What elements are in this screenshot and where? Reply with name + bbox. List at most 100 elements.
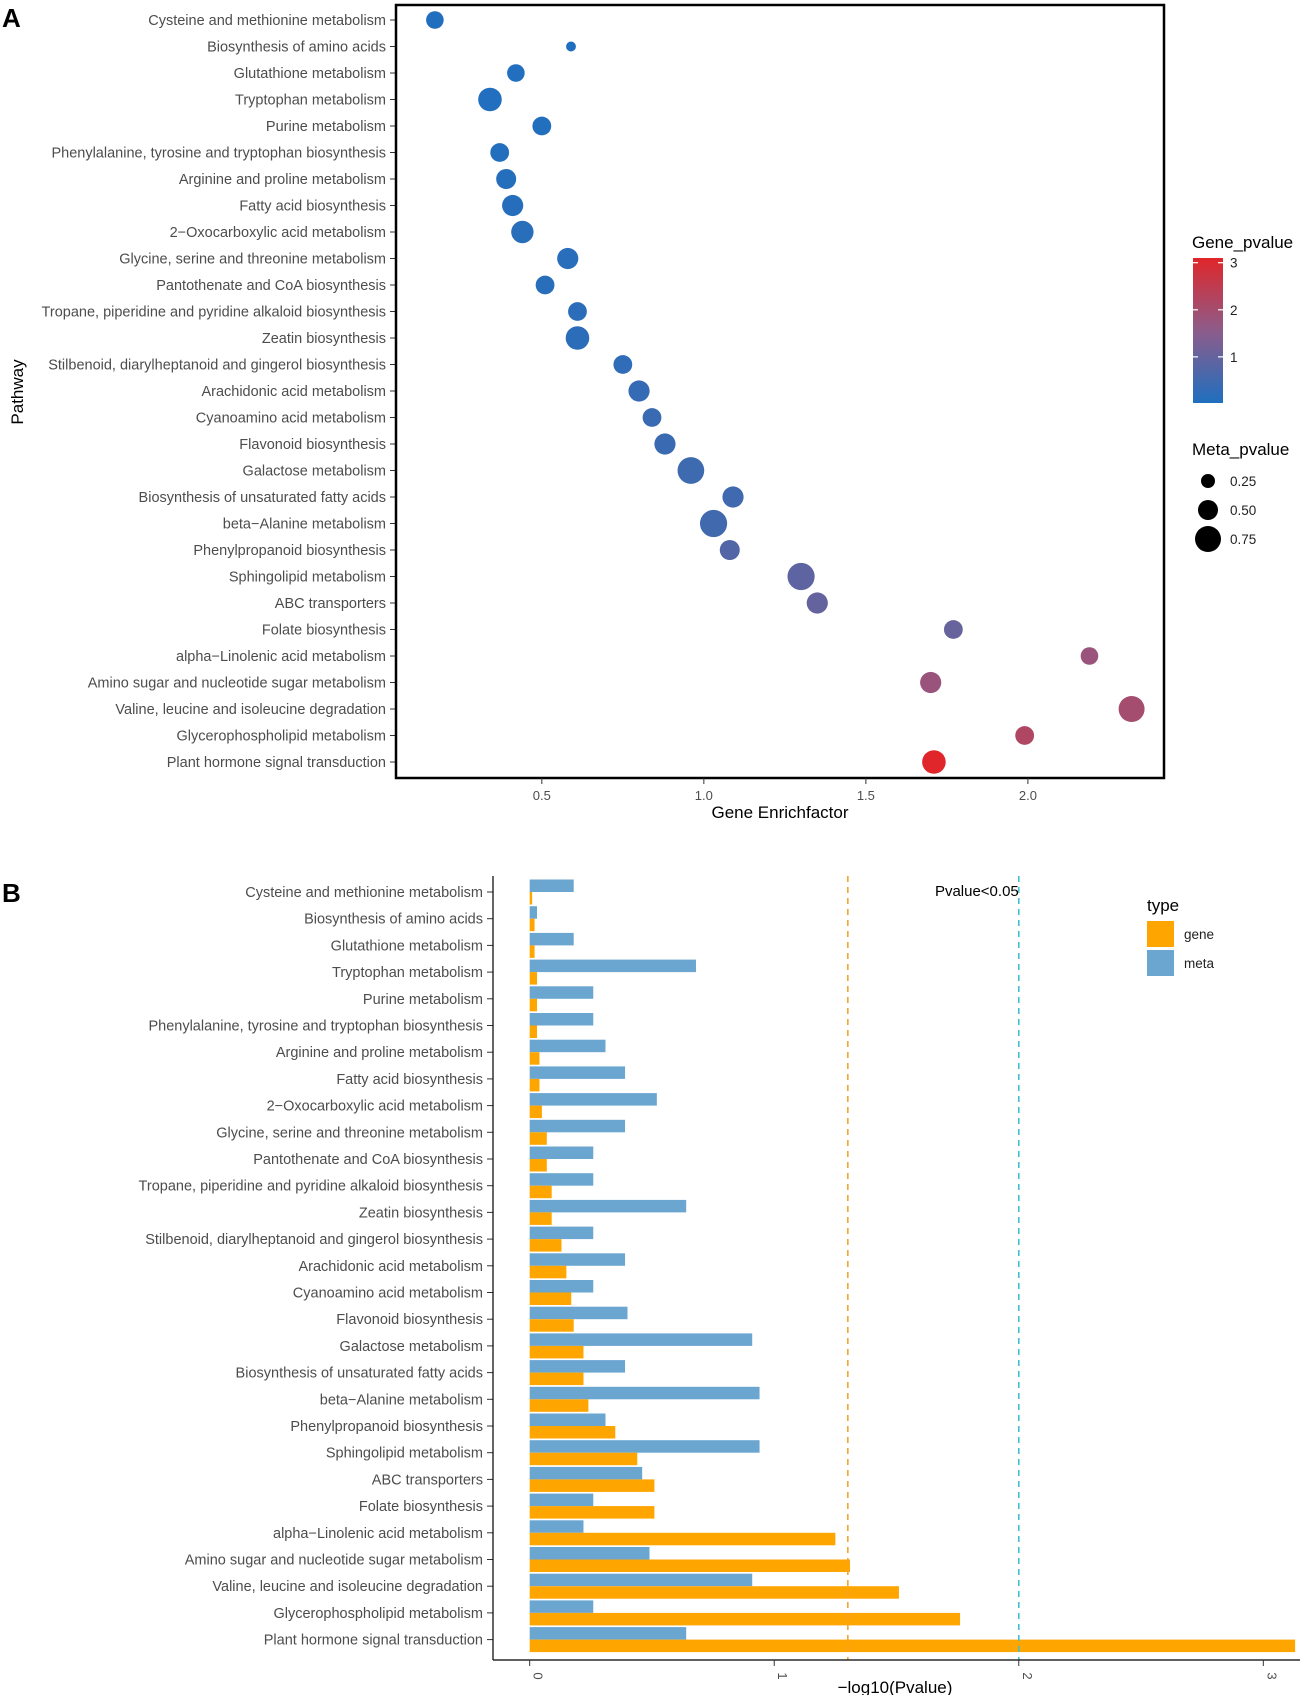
pathway-label-glycine-serine-and-threonine-metabolism: Glycine, serine and threonine metabolism (119, 252, 386, 268)
x-tick-label-1-0: 1.0 (695, 788, 713, 803)
gene-pvalue-legend: Gene_pvalue 3 2 1 (1192, 233, 1293, 403)
bar-label-plant-hormone-signal-transduction: Plant hormone signal transduction (264, 1633, 483, 1649)
bar-gene-glycine-serine-and-threonine-metabolism (529, 1132, 547, 1145)
pathway-label-folate-biosynthesis: Folate biosynthesis (262, 623, 386, 639)
bar-label-valine-leucine-and-isoleucine-degradation: Valine, leucine and isoleucine degradati… (212, 1579, 483, 1595)
bar-gene-tropane-piperidine-and-pyridine-alkaloid-biosynthesis (529, 1185, 552, 1199)
bar-label-arachidonic-acid-metabolism: Arachidonic acid metabolism (298, 1259, 483, 1275)
bar-label-biosynthesis-of-amino-acids: Biosynthesis of amino acids (304, 912, 483, 928)
bar-meta-alpha-linolenic-acid-metabolism (529, 1520, 584, 1533)
bar-gene-stilbenoid-diarylheptanoid-and-gingerol-biosynthesis (529, 1239, 562, 1252)
size-legend-label-0-75: 0.75 (1230, 532, 1256, 547)
panel-b-bar-chart: Cysteine and methionine metabolism Biosyn… (139, 876, 1300, 1695)
bar-label-amino-sugar-and-nucleotide-sugar-metabolism: Amino sugar and nucleotide sugar metabol… (185, 1553, 483, 1569)
bar-label-glutathione-metabolism: Glutathione metabolism (331, 938, 483, 954)
bar-meta-arachidonic-acid-metabolism (529, 1253, 626, 1266)
bar-gene-glycerophospholipid-metabolism (529, 1612, 961, 1626)
x-tick-label-1: 1 (775, 1672, 790, 1679)
bar-label-alpha-linolenic-acid-metabolism: alpha−Linolenic acid metabolism (273, 1526, 483, 1542)
panel-a-label: A (2, 3, 21, 33)
bar-meta-arginine-and-proline-metabolism (529, 1039, 606, 1053)
pathway-label-tryptophan-metabolism: Tryptophan metabolism (235, 93, 386, 109)
bar-meta-amino-sugar-and-nucleotide-sugar-metabolism (529, 1547, 650, 1560)
bar-gene-glutathione-metabolism (529, 945, 535, 958)
pathway-label-arachidonic-acid-metabolism: Arachidonic acid metabolism (201, 384, 386, 400)
pathway-label-biosynthesis-of-unsaturated-fatty-acids: Biosynthesis of unsaturated fatty acids (139, 490, 386, 506)
bar-meta-biosynthesis-of-amino-acids (529, 906, 538, 919)
bar-gene-biosynthesis-of-unsaturated-fatty-acids (529, 1372, 584, 1386)
pathway-label-amino-sugar-and-nucleotide-sugar-metabolism: Amino sugar and nucleotide sugar metabol… (88, 676, 386, 692)
bar-label-folate-biosynthesis: Folate biosynthesis (359, 1499, 483, 1515)
bar-label-cysteine-and-methionine-metabolism: Cysteine and methionine metabolism (245, 885, 483, 901)
pathway-label-phenylpropanoid-biosynthesis: Phenylpropanoid biosynthesis (193, 543, 386, 559)
bar-label-purine-metabolism: Purine metabolism (363, 992, 483, 1008)
bar-meta-plant-hormone-signal-transduction (529, 1627, 687, 1640)
size-legend-label-0-25: 0.25 (1230, 474, 1256, 489)
bar-gene-valine-leucine-and-isoleucine-degradation (529, 1586, 899, 1599)
bar-gene-fatty-acid-biosynthesis (529, 1078, 540, 1092)
pathway-label-tropane-piperidine-and-pyridine-alkaloid-biosynthesis: Tropane, piperidine and pyridine alkaloi… (42, 305, 386, 321)
bar-gene-cyanoamino-acid-metabolism (529, 1292, 572, 1305)
bar-meta-biosynthesis-of-unsaturated-fatty-acids (529, 1360, 626, 1373)
bar-label-flavonoid-biosynthesis: Flavonoid biosynthesis (336, 1312, 483, 1328)
bubble-stilbenoid-diarylheptanoid-and-gingerol-biosynthesis (613, 355, 633, 374)
bar-meta-zeatin-biosynthesis (529, 1199, 687, 1213)
bar-gene-alpha-linolenic-acid-metabolism (529, 1532, 836, 1546)
panel-a-y-axis-title: Pathway (8, 359, 27, 425)
bubble-purine-metabolism (532, 116, 552, 136)
colorbar-label-1: 1 (1230, 350, 1238, 365)
bar-label-pantothenate-and-coa-biosynthesis: Pantothenate and CoA biosynthesis (253, 1152, 483, 1168)
bubble-beta-alanine-metabolism (699, 509, 728, 538)
panel-a-bubble-chart: Cysteine and methionine metabolism Biosyn… (8, 3, 1166, 822)
bar-gene-amino-sugar-and-nucleotide-sugar-metabolism (529, 1559, 851, 1572)
bubble-fatty-acid-biosynthesis (502, 194, 524, 217)
size-legend-dot-0-75 (1195, 526, 1221, 552)
bar-meta-purine-metabolism (529, 986, 594, 999)
bar-gene-arginine-and-proline-metabolism (529, 1052, 540, 1065)
gene-pvalue-colorbar (1193, 258, 1223, 403)
bar-gene-galactose-metabolism (529, 1345, 584, 1359)
colorbar-label-2: 2 (1230, 303, 1238, 318)
bar-gene-sphingolipid-metabolism (529, 1452, 638, 1466)
bar-meta-fatty-acid-biosynthesis (529, 1066, 626, 1079)
x-tick-label-0-5: 0.5 (533, 788, 551, 803)
bubble-phenylalanine-tyrosine-and-tryptophan-biosynthesis (490, 143, 510, 162)
pathway-label-fatty-acid-biosynthesis: Fatty acid biosynthesis (239, 199, 386, 215)
bar-gene-abc-transporters (529, 1479, 655, 1492)
type-legend-label-gene: gene (1184, 927, 1214, 942)
bar-label-beta-alanine-metabolism: beta−Alanine metabolism (320, 1392, 483, 1408)
bar-label-fatty-acid-biosynthesis: Fatty acid biosynthesis (336, 1072, 483, 1088)
bubble-glycine-serine-and-threonine-metabolism (557, 247, 579, 270)
bubble-arginine-and-proline-metabolism (496, 169, 517, 189)
bar-meta-abc-transporters (529, 1466, 643, 1480)
bubble-glycerophospholipid-metabolism (1015, 726, 1035, 745)
pathway-label-stilbenoid-diarylheptanoid-and-gingerol-biosynthesis: Stilbenoid, diarylheptanoid and gingerol… (48, 358, 386, 374)
panel-b-label: B (2, 878, 21, 908)
pathway-label-flavonoid-biosynthesis: Flavonoid biosynthesis (239, 437, 386, 453)
bar-meta-tryptophan-metabolism (529, 959, 696, 973)
bubble-glutathione-metabolism (507, 64, 525, 82)
bubble-2-oxocarboxylic-acid-metabolism (511, 220, 534, 244)
pathway-label-pantothenate-and-coa-biosynthesis: Pantothenate and CoA biosynthesis (156, 278, 386, 294)
bar-meta-pantothenate-and-coa-biosynthesis (529, 1146, 594, 1159)
bar-meta-galactose-metabolism (529, 1333, 753, 1346)
panel-a-border (394, 3, 1166, 780)
bubble-pantothenate-and-coa-biosynthesis (535, 275, 555, 295)
size-legend-dot-0-25 (1201, 474, 1215, 488)
bar-meta-glycerophospholipid-metabolism (529, 1600, 594, 1613)
pathway-label-plant-hormone-signal-transduction: Plant hormone signal transduction (167, 755, 386, 771)
type-legend: type gene meta (1147, 896, 1215, 976)
bubble-tropane-piperidine-and-pyridine-alkaloid-biosynthesis (568, 302, 587, 321)
pathway-label-alpha-linolenic-acid-metabolism: alpha−Linolenic acid metabolism (176, 649, 386, 665)
bar-meta-glutathione-metabolism (529, 932, 574, 946)
bar-gene-plant-hormone-signal-transduction (529, 1639, 1296, 1653)
pathway-label-biosynthesis-of-amino-acids: Biosynthesis of amino acids (207, 40, 386, 56)
bar-label-phenylalanine-tyrosine-and-tryptophan-biosynthesis: Phenylalanine, tyrosine and tryptophan b… (148, 1019, 483, 1035)
bar-meta-flavonoid-biosynthesis (529, 1306, 628, 1320)
gene-pvalue-legend-title: Gene_pvalue (1192, 233, 1293, 252)
bar-gene-tryptophan-metabolism (529, 972, 538, 985)
bubble-alpha-linolenic-acid-metabolism (1080, 647, 1099, 665)
bubble-sphingolipid-metabolism (787, 562, 815, 591)
bar-meta-stilbenoid-diarylheptanoid-and-gingerol-biosynthesis (529, 1226, 594, 1240)
bar-gene-pantothenate-and-coa-biosynthesis (529, 1159, 547, 1172)
